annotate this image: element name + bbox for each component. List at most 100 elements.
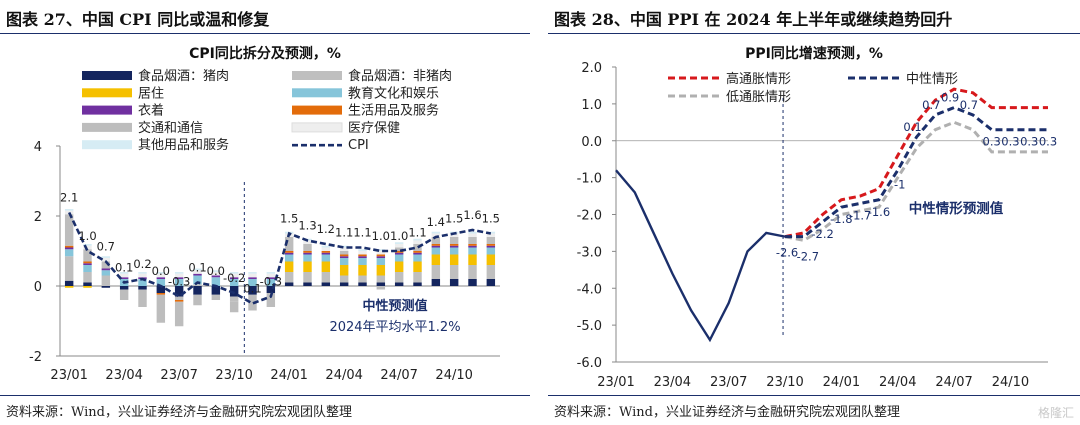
cpi-bar-segment [303, 282, 312, 286]
ppi-data-label: 0.1 [903, 120, 921, 134]
cpi-legend-swatch [82, 122, 132, 132]
cpi-x-tick-label: 24/04 [325, 368, 362, 383]
cpi-bar-segment [376, 265, 386, 276]
cpi-bar-segment [248, 294, 257, 297]
cpi-bar-segment [486, 233, 496, 237]
cpi-bar-segment [394, 242, 404, 244]
cpi-bar-segment [83, 263, 92, 265]
cpi-bar-segment [229, 286, 239, 297]
cpi-bar-segment [394, 261, 404, 272]
cpi-bar-segment [284, 282, 294, 286]
cpi-bar-segment [303, 272, 312, 283]
cpi-data-label: 1.4 [427, 215, 445, 229]
cpi-bar-segment [193, 284, 202, 286]
cpi-bar-segment [211, 275, 221, 278]
cpi-bar-segment [394, 254, 404, 262]
cpi-bar-segment [83, 261, 92, 264]
cpi-bar-segment [376, 251, 386, 255]
cpi-data-label: 0.2 [133, 257, 151, 271]
cpi-bar-segment [193, 268, 202, 271]
ppi-data-label: -1.8 [830, 212, 852, 226]
cpi-data-label: 1.5 [482, 212, 500, 226]
ppi-x-tick-label: 23/04 [654, 375, 691, 390]
cpi-bar-segment [229, 301, 239, 313]
cpi-bar-segment [376, 258, 386, 265]
cpi-bars [64, 209, 496, 327]
cpi-panel: 图表 27、中国 CPI 同比或温和修复 CPI同比拆分及预测，% 食品烟酒：猪肉… [0, 0, 530, 425]
cpi-bar-segment [468, 233, 477, 237]
cpi-bar-segment [339, 251, 349, 255]
cpi-bar-segment [486, 254, 496, 265]
cpi-bar-segment [486, 265, 496, 279]
ppi-y-tick-label: 1.0 [581, 98, 602, 113]
ppi-data-label: -1.6 [868, 205, 890, 219]
cpi-bar-segment [394, 244, 404, 248]
ppi-x-tick-label: 23/07 [710, 375, 747, 390]
cpi-bar-segment [339, 247, 349, 251]
cpi-bar-segment [229, 277, 239, 279]
cpi-bar-segment [394, 247, 404, 251]
cpi-bar-segment [174, 296, 184, 300]
cpi-bar-segment [449, 279, 459, 286]
cpi-bar-segment [468, 244, 477, 246]
cpi-bar-segment [358, 282, 367, 286]
ppi-line-low [784, 120, 1048, 242]
cpi-bar-segment [339, 258, 349, 265]
cpi-bar-segment [174, 286, 184, 297]
cpi-bar-segment [413, 254, 422, 262]
cpi-legend-swatch [82, 140, 132, 150]
cpi-legend-label: 食品烟酒：猪肉 [138, 68, 229, 84]
ppi-chart: PPI同比增速预测，% -6.0 -5.0 -4.0 -3.0 -2.0 -1.0 0.0 1.… [577, 45, 1058, 390]
cpi-bar-segment [303, 252, 312, 255]
cpi-bar-segment [431, 245, 441, 248]
cpi-legend-label: 食品烟酒：非猪肉 [348, 68, 452, 84]
cpi-bar-segment [303, 240, 312, 244]
cpi-bar-segment [101, 268, 111, 271]
cpi-bar-segment [394, 272, 404, 283]
cpi-bar-segment [339, 245, 349, 248]
ppi-line-neutral [785, 105, 1048, 239]
cpi-x-tick-label: 23/10 [215, 368, 252, 383]
ppi-data-label: -2.7 [797, 250, 819, 264]
cpi-bar-segment [468, 254, 477, 265]
ppi-x-tick-label: 24/07 [935, 375, 972, 390]
cpi-bar-segment [229, 273, 239, 278]
cpi-legend-swatch [291, 122, 343, 133]
cpi-bar-segment [449, 247, 459, 255]
cpi-bar-segment [193, 294, 202, 306]
ppi-line-actual [615, 169, 786, 343]
ppi-x-tick-label: 23/01 [597, 375, 634, 390]
cpi-bar-segment [468, 279, 477, 286]
ppi-y-tick-label: 2.0 [581, 61, 602, 76]
cpi-bar-segment [248, 273, 257, 278]
cpi-bar-segment [229, 272, 239, 274]
cpi-bar-segment [486, 244, 496, 246]
cpi-bar-segment [303, 261, 312, 272]
cpi-y-tick-label: -2 [29, 350, 42, 365]
cpi-bar-segment [321, 252, 331, 255]
ppi-title-rule [548, 33, 1080, 34]
cpi-bar-segment [248, 296, 257, 311]
cpi-legend-swatch [82, 71, 132, 80]
cpi-bar-segment [431, 265, 441, 279]
cpi-bar-segment [119, 273, 129, 278]
cpi-bar-segment [119, 277, 129, 279]
cpi-bar-segment [486, 245, 496, 248]
cpi-bar-segment [266, 273, 276, 278]
cpi-bar-segment [339, 254, 349, 257]
cpi-data-label: 0.0 [207, 264, 225, 278]
cpi-data-label: 1.2 [317, 222, 335, 236]
cpi-bar-segment [64, 280, 74, 286]
cpi-data-label: 1.1 [353, 226, 371, 240]
cpi-bar-segment [83, 265, 92, 272]
cpi-bar-segment [449, 254, 459, 265]
cpi-legend-swatch [82, 105, 132, 115]
cpi-bar-segment [64, 256, 74, 281]
cpi-figure-title: 图表 27、中国 CPI 同比或温和修复 [6, 10, 270, 29]
cpi-data-label: 1.5 [445, 212, 463, 226]
cpi-bar-segment [321, 272, 331, 283]
cpi-bar-segment [64, 214, 74, 246]
cpi-legend-label: 其他用品和服务 [138, 137, 229, 153]
